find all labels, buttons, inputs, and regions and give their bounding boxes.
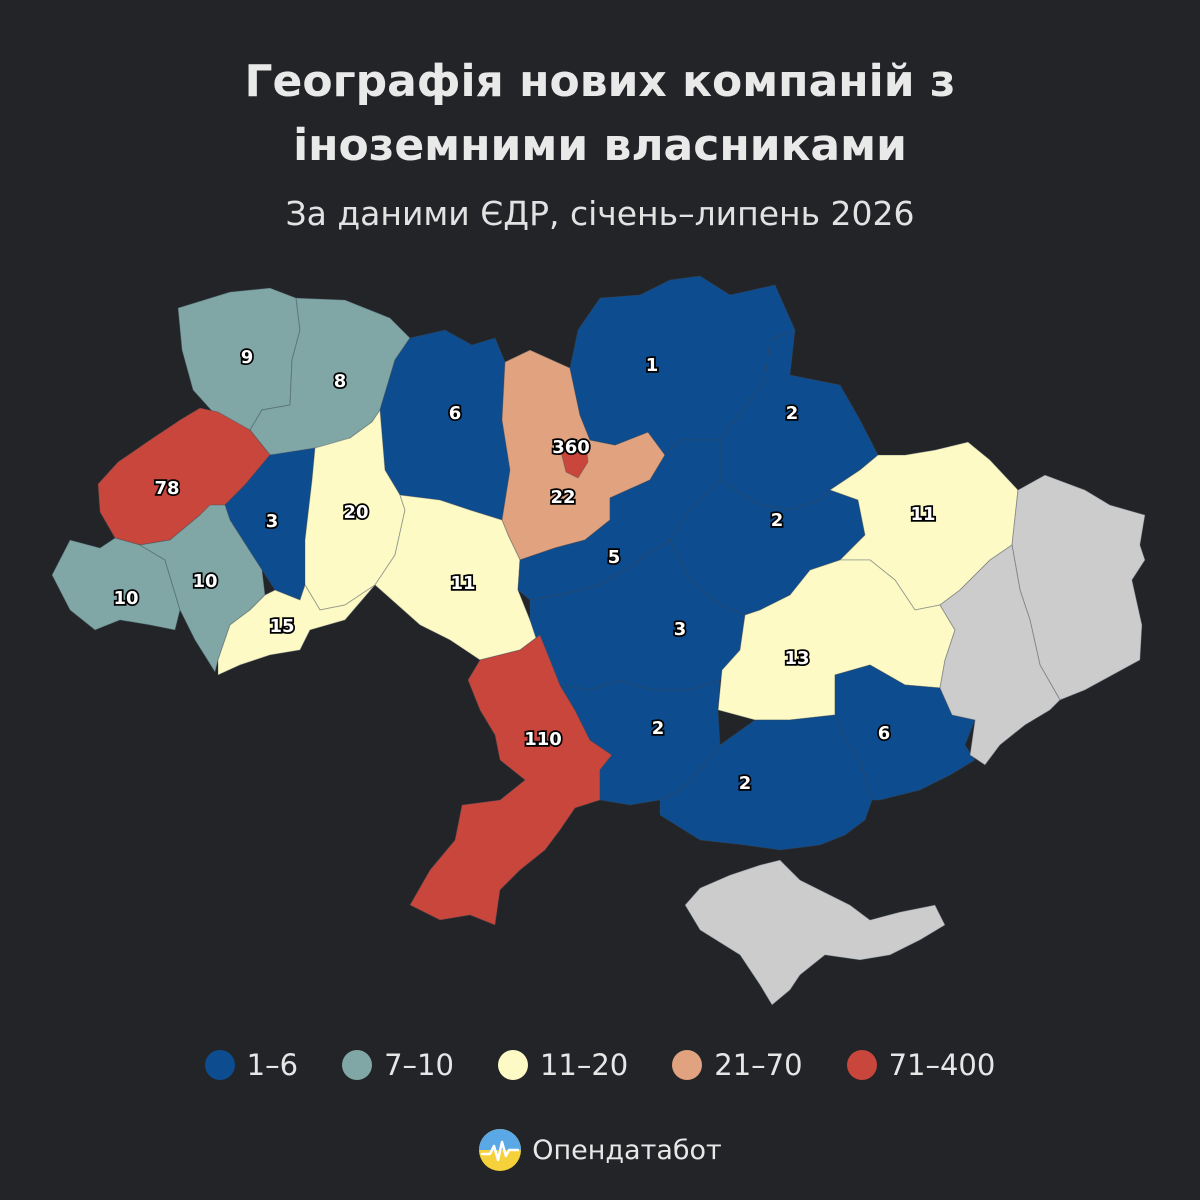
brand-logo-icon (479, 1129, 522, 1171)
region-donetsk (939, 544, 1061, 766)
legend-swatch (672, 1050, 703, 1080)
label-vinnytsia: 11 (450, 573, 475, 594)
legend-swatch (846, 1050, 877, 1080)
label-zaporizhzhia: 6 (878, 723, 891, 744)
label-dnipropetrovsk: 13 (784, 648, 809, 669)
label-kharkiv: 11 (910, 504, 935, 525)
label-kyiv-oblast: 22 (550, 487, 575, 508)
region-zaporizhzhia (834, 664, 976, 801)
label-mykolaiv: 2 (652, 718, 665, 739)
legend-item-7-10: 7–10 (342, 1048, 454, 1082)
legend: 1–6 7–10 11–20 21–70 71–400 (0, 1048, 1200, 1082)
label-kherson: 2 (739, 773, 752, 794)
label-sumy: 2 (786, 403, 799, 424)
legend-swatch (204, 1050, 235, 1080)
label-rivne: 8 (334, 371, 347, 392)
label-chernihiv: 1 (646, 355, 659, 376)
map-subtitle: За даними ЄДР, січень–липень 2026 (285, 194, 915, 233)
label-odesa: 110 (524, 729, 562, 750)
legend-swatch (497, 1050, 528, 1080)
region-zhytomyr (379, 329, 511, 521)
brand: Опендатабот (0, 1128, 1200, 1172)
legend-swatch (342, 1050, 373, 1080)
region-zakarpattia (51, 537, 181, 631)
label-lviv: 78 (154, 478, 179, 499)
title-line-2: іноземними власниками (293, 120, 907, 171)
region-odesa (409, 634, 613, 926)
label-ternopil: 3 (266, 511, 279, 532)
legend-item-1-6: 1–6 (204, 1048, 299, 1082)
brand-name: Опендатабот (532, 1134, 722, 1166)
region-kyiv-city (559, 437, 589, 479)
label-zakarpattia: 10 (113, 588, 138, 609)
label-chernivtsi: 15 (269, 616, 294, 637)
label-zhytomyr: 6 (449, 403, 462, 424)
label-volyn: 9 (241, 347, 254, 368)
label-poltava: 2 (771, 510, 784, 531)
legend-label: 11–20 (539, 1048, 629, 1082)
legend-label: 21–70 (714, 1048, 803, 1082)
legend-label: 71–400 (888, 1048, 996, 1082)
label-ivano-frankivsk: 10 (192, 571, 217, 592)
label-khmelnytskyi: 20 (343, 502, 368, 523)
title-line-1: Географія нових компаній з (244, 56, 956, 107)
label-kirovohrad: 3 (674, 619, 687, 640)
region-cherkasy (517, 439, 721, 601)
legend-item-21-70: 21–70 (672, 1048, 803, 1082)
legend-label: 7–10 (384, 1048, 454, 1082)
legend-item-11-20: 11–20 (497, 1048, 629, 1082)
map-title: Географія нових компаній з іноземними вл… (0, 50, 1200, 178)
label-cherkasy: 5 (608, 547, 621, 568)
region-chernivtsi (217, 583, 376, 676)
region-crimea (684, 859, 946, 1006)
label-kyiv-city: 360 (552, 437, 590, 458)
legend-item-71-400: 71–400 (846, 1048, 996, 1082)
legend-label: 1–6 (246, 1048, 299, 1082)
